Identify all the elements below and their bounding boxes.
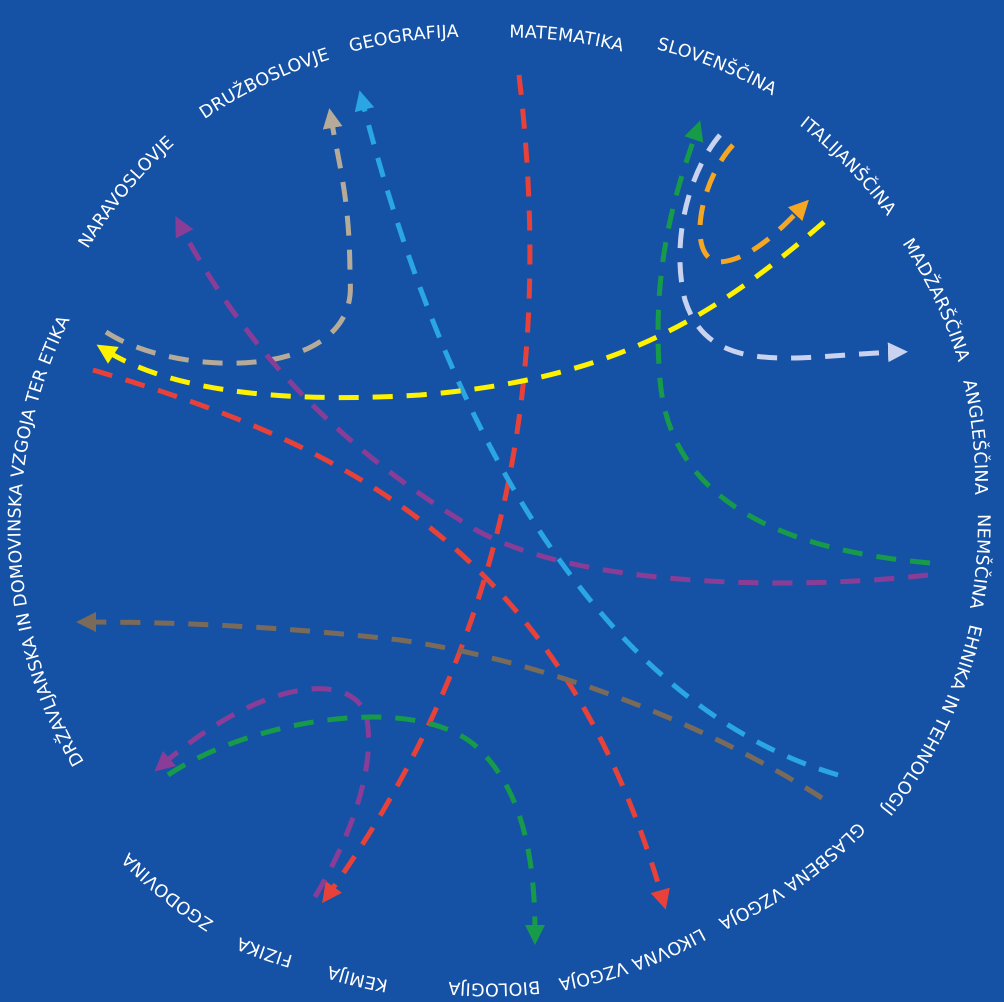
label-glasbena[interactable]: GLASBENA VZGOJA [716, 818, 869, 933]
connection-yellow [96, 220, 826, 401]
connection-brown [76, 612, 824, 801]
connections-layer [76, 74, 931, 945]
connection-green-a [655, 120, 931, 566]
label-naravoslovje[interactable]: NARAVOSLOVJE [75, 133, 178, 252]
label-biologija[interactable]: BIOLOGIJA [447, 976, 541, 999]
label-geografija[interactable]: GEOGRAFIJA [347, 22, 459, 57]
label-kemija[interactable]: KEMIJA [325, 961, 389, 995]
label-druzboslovje[interactable]: DRUŽBOSLOVJE [196, 45, 332, 124]
label-slovenscina[interactable]: SLOVENŠČINA [655, 34, 780, 100]
label-matematika[interactable]: MATEMATIKA [509, 22, 626, 56]
label-dkze[interactable]: DRŽAVLJANSKA IN DOMOVINSKA VZGOJA TER ET… [5, 313, 88, 770]
connection-green-b [166, 714, 545, 945]
connection-orange [697, 143, 809, 265]
label-italijanscina[interactable]: ITALIJANŠČINA [796, 113, 899, 219]
connection-red-b [92, 367, 670, 910]
connection-blue [354, 90, 839, 778]
label-fizika[interactable]: FIZIKA [234, 932, 295, 970]
label-likovna[interactable]: LIKOVNA VZGOJA [557, 924, 708, 994]
label-nemscina[interactable]: NEMŠČINA [965, 514, 994, 611]
label-anglescina[interactable]: ANGLEŠČINA [958, 378, 991, 495]
label-tehnika[interactable]: TEHNIKA IN TEHNOLOGIJA [0, 0, 985, 818]
connection-red-a [322, 74, 533, 904]
label-madzarscina[interactable]: MADŽARŠČINA [898, 235, 973, 364]
connection-lavender [677, 133, 908, 363]
connection-purple-a [175, 216, 929, 586]
label-zgodovina[interactable]: ZGODOVINA [118, 848, 217, 934]
connection-tan [104, 108, 353, 366]
